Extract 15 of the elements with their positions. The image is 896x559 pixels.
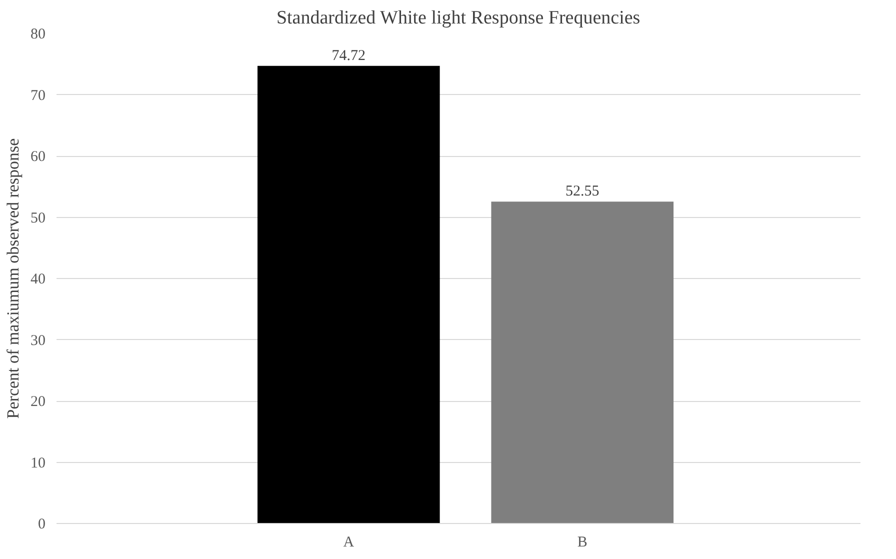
y-tick-label: 70 bbox=[30, 88, 46, 104]
chart-title: Standardized White light Response Frequencies bbox=[276, 8, 640, 28]
y-tick-label: 80 bbox=[30, 26, 46, 42]
y-tick-label: 20 bbox=[30, 394, 46, 410]
y-tick-label: 60 bbox=[30, 149, 46, 165]
y-tick-label: 10 bbox=[30, 455, 46, 472]
y-axis-title: Percent of maxiumum observed response bbox=[4, 138, 22, 419]
x-tick-label: B bbox=[577, 534, 588, 550]
y-tick-label: 30 bbox=[30, 332, 46, 349]
data-label: 52.55 bbox=[565, 184, 600, 200]
y-tick-label: 0 bbox=[38, 516, 46, 532]
data-label: 74.72 bbox=[332, 48, 366, 64]
y-tick-label: 40 bbox=[30, 272, 46, 288]
x-tick-label: A bbox=[343, 534, 354, 550]
y-tick-label: 50 bbox=[30, 210, 46, 226]
